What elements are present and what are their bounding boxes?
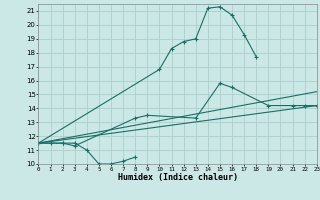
X-axis label: Humidex (Indice chaleur): Humidex (Indice chaleur) — [118, 173, 238, 182]
